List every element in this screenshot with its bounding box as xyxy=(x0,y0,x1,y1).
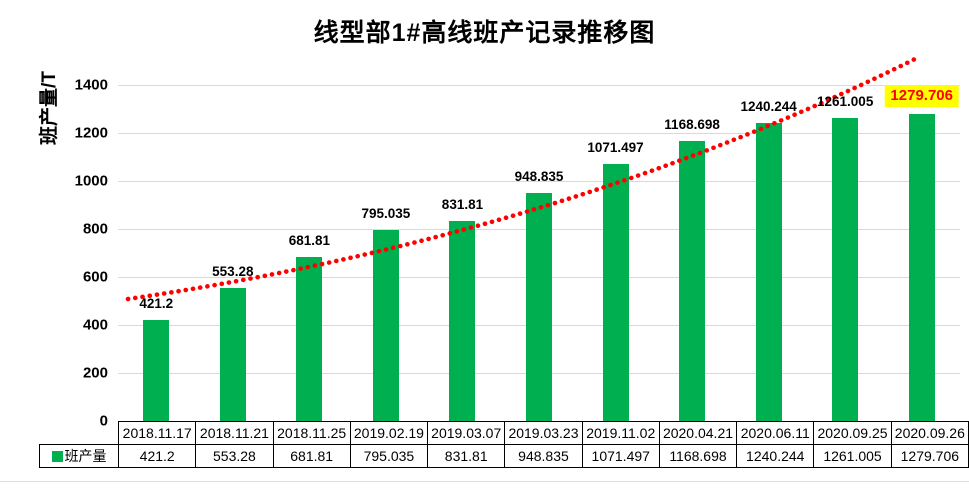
data-label: 1168.698 xyxy=(664,116,720,132)
sheet-gridline xyxy=(0,481,969,482)
table-date-cell: 2020.09.26 xyxy=(890,421,969,445)
table-date-cell: 2019.03.23 xyxy=(504,421,583,445)
bar[interactable] xyxy=(908,113,935,421)
legend-cell: 班产量 xyxy=(38,444,120,468)
table-row-dates: 2018.11.17 2018.11.21 2018.11.25 2019.02.19… xyxy=(40,421,969,445)
bar[interactable] xyxy=(143,319,170,421)
data-label: 1071.497 xyxy=(587,139,644,155)
legend-series-label: 班产量 xyxy=(64,448,107,464)
y-axis-tick-label: 600 xyxy=(82,268,108,286)
table-value-cell: 1071.497 xyxy=(581,444,660,468)
y-axis-tick-label: 200 xyxy=(82,364,108,382)
data-label: 831.81 xyxy=(441,197,484,213)
bar[interactable] xyxy=(296,257,323,421)
data-label: 553.28 xyxy=(212,264,254,280)
table-date-cell: 2020.09.25 xyxy=(813,421,892,445)
y-axis-tick-label: 800 xyxy=(82,220,108,238)
bar[interactable] xyxy=(219,288,246,421)
table-date-cell: 2018.11.21 xyxy=(195,421,274,445)
table-value-cell: 831.81 xyxy=(427,444,506,468)
table-value-cell: 948.835 xyxy=(504,444,583,468)
table-row-values: 班产量 421.2 553.28 681.81 795.035 831.81 948.83… xyxy=(38,444,969,468)
table-value-cell: 681.81 xyxy=(272,444,351,468)
bar[interactable] xyxy=(679,140,706,421)
y-axis-tick-label: 1200 xyxy=(74,124,108,142)
table-date-cell: 2018.11.25 xyxy=(272,421,351,445)
table-value-cell: 795.035 xyxy=(349,444,429,468)
legend-swatch-icon xyxy=(51,451,63,462)
data-label: 795.035 xyxy=(361,206,411,222)
bar[interactable] xyxy=(526,193,552,421)
bar[interactable] xyxy=(372,230,399,421)
y-axis-title: 班产量/T xyxy=(39,71,60,145)
data-label: 948.835 xyxy=(514,169,564,185)
bar[interactable] xyxy=(449,221,476,421)
data-label: 681.81 xyxy=(288,233,331,249)
data-label-highlighted: 1279.706 xyxy=(884,84,960,107)
table-date-cell: 2019.02.19 xyxy=(349,421,429,445)
bar[interactable] xyxy=(602,163,629,421)
table-value-cell: 421.2 xyxy=(118,444,197,468)
y-axis-tick-label: 1000 xyxy=(74,172,108,190)
table-value-cell: 1261.005 xyxy=(813,444,892,468)
table-date-cell: 2020.06.11 xyxy=(736,421,815,445)
y-axis-tick-label: 400 xyxy=(82,316,108,334)
table-date-cell: 2020.04.21 xyxy=(658,421,738,445)
y-axis-tick-label: 1400 xyxy=(74,76,108,94)
table-value-cell: 1240.244 xyxy=(736,444,815,468)
data-table: 2018.11.17 2018.11.21 2018.11.25 2019.02.19… xyxy=(38,421,969,468)
data-label: 1240.244 xyxy=(740,99,797,115)
table-value-cell: 553.28 xyxy=(195,444,274,468)
bar[interactable] xyxy=(755,123,782,421)
table-value-cell: 1168.698 xyxy=(658,444,738,468)
table-value-cell: 1279.706 xyxy=(890,444,969,468)
table-date-cell: 2019.11.02 xyxy=(581,421,660,445)
gridline xyxy=(118,85,960,86)
y-axis-tick-label: 0 xyxy=(99,412,108,430)
table-date-cell: 2018.11.17 xyxy=(118,421,197,445)
bar[interactable] xyxy=(832,118,859,421)
data-label: 421.2 xyxy=(139,295,174,311)
data-label: 1261.005 xyxy=(817,94,874,110)
table-corner-spacer xyxy=(40,422,119,445)
chart-title: 线型部1#高线班产记录推移图 xyxy=(313,19,656,47)
table-date-cell: 2019.03.07 xyxy=(427,421,506,445)
